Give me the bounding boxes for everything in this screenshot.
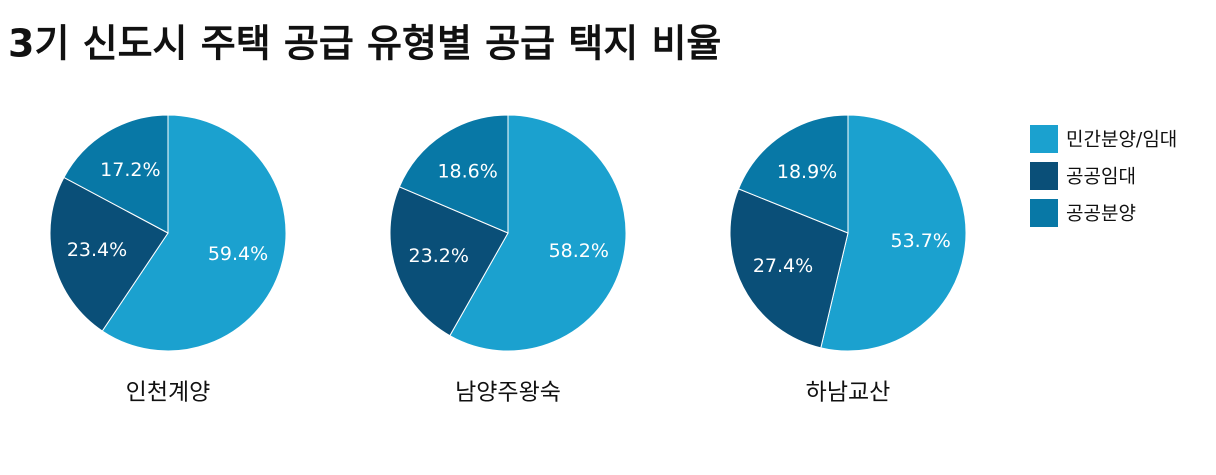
- pie-slice: [101, 114, 287, 352]
- legend-label: 공공임대: [1066, 166, 1136, 188]
- legend-label: 민간분양/임대: [1066, 129, 1177, 151]
- data-label: 53.7%: [890, 230, 950, 252]
- legend-swatch: [1030, 125, 1058, 153]
- pie-slice: [389, 186, 509, 337]
- pie-slice: [398, 114, 509, 234]
- legend-swatch: [1030, 199, 1058, 227]
- pie-caption: 인천계양: [126, 380, 211, 406]
- data-label: 17.2%: [100, 159, 160, 181]
- chart-title: 3기 신도시 주택 공급 유형별 공급 택지 비율: [8, 22, 721, 66]
- data-label: 23.2%: [409, 245, 469, 267]
- data-label: 27.4%: [753, 255, 813, 277]
- pie-slice: [449, 114, 627, 352]
- legend-swatch: [1030, 162, 1058, 190]
- pie-caption: 하남교산: [806, 380, 891, 406]
- pie-slice: [63, 114, 169, 234]
- pie-slice: [820, 114, 967, 352]
- pie-caption: 남양주왕숙: [455, 380, 561, 406]
- pie-slice: [737, 114, 849, 234]
- pie-slice: [49, 176, 169, 332]
- data-label: 18.9%: [777, 161, 837, 183]
- data-label: 59.4%: [208, 243, 268, 265]
- pie-slice: [729, 188, 849, 349]
- legend-label: 공공분양: [1066, 203, 1136, 225]
- data-label: 23.4%: [67, 239, 127, 261]
- data-label: 18.6%: [437, 160, 497, 182]
- data-label: 58.2%: [549, 240, 609, 262]
